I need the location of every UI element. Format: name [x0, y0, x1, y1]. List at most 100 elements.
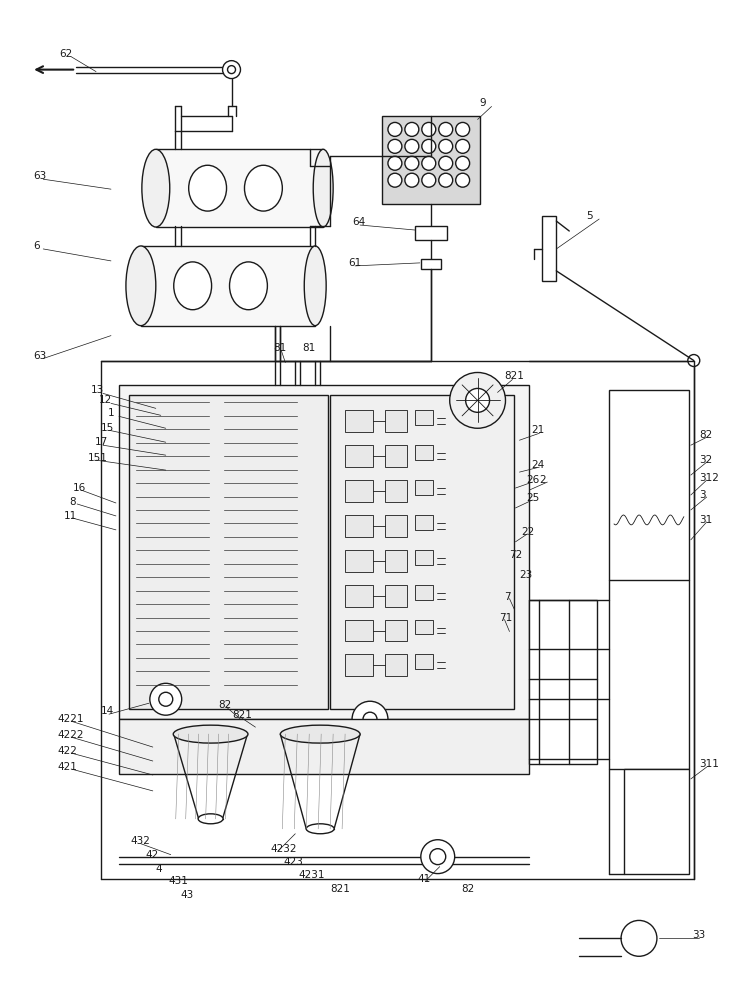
Text: 423: 423	[283, 857, 303, 867]
Circle shape	[388, 173, 402, 187]
Bar	[345, 654, 373, 676]
Text: 9: 9	[479, 98, 486, 108]
Circle shape	[388, 122, 402, 136]
Circle shape	[456, 139, 470, 153]
Bar	[382, 116, 479, 204]
Text: 6: 6	[33, 241, 40, 251]
Text: 13: 13	[91, 385, 105, 395]
Text: 72: 72	[510, 550, 522, 560]
Text: 81: 81	[273, 343, 286, 353]
Circle shape	[439, 156, 453, 170]
Text: 64: 64	[352, 217, 365, 227]
Bar	[385, 410, 407, 432]
Text: 422: 422	[57, 746, 77, 756]
Text: 311: 311	[699, 759, 719, 769]
Text: 151: 151	[88, 453, 108, 463]
Text: 821: 821	[232, 710, 252, 720]
Bar	[415, 620, 433, 634]
Text: 22: 22	[522, 527, 535, 537]
Circle shape	[405, 156, 418, 170]
Circle shape	[439, 122, 453, 136]
Bar	[415, 585, 433, 600]
Text: 8: 8	[69, 497, 76, 507]
Circle shape	[421, 139, 436, 153]
Ellipse shape	[304, 246, 326, 326]
Circle shape	[456, 122, 470, 136]
Bar	[345, 585, 373, 607]
Circle shape	[159, 692, 173, 706]
Text: 14: 14	[101, 706, 114, 716]
Circle shape	[352, 701, 388, 737]
Text: 61: 61	[348, 258, 361, 268]
Bar	[119, 719, 529, 774]
Text: 63: 63	[33, 351, 47, 361]
Text: 4232: 4232	[270, 844, 297, 854]
Ellipse shape	[174, 262, 211, 310]
Text: 31: 31	[699, 515, 712, 525]
Bar	[529, 600, 597, 764]
Bar	[385, 654, 407, 676]
Text: 71: 71	[499, 613, 513, 623]
Bar	[330, 395, 514, 709]
Text: 23: 23	[519, 570, 533, 580]
Circle shape	[388, 156, 402, 170]
Text: 32: 32	[699, 455, 712, 465]
Text: 431: 431	[168, 876, 188, 886]
Bar	[415, 550, 433, 565]
Bar	[385, 550, 407, 572]
Ellipse shape	[306, 824, 334, 834]
Text: 15: 15	[101, 423, 114, 433]
Text: 12: 12	[99, 395, 112, 405]
Ellipse shape	[173, 725, 248, 743]
Text: 821: 821	[505, 371, 525, 381]
Text: 82: 82	[462, 884, 475, 894]
Text: 421: 421	[57, 762, 77, 772]
Text: 25: 25	[526, 493, 539, 503]
Circle shape	[421, 840, 455, 874]
Bar	[415, 515, 433, 530]
Circle shape	[430, 849, 446, 865]
Circle shape	[388, 139, 402, 153]
Circle shape	[421, 122, 436, 136]
Text: 11: 11	[64, 511, 77, 521]
Circle shape	[405, 173, 418, 187]
Ellipse shape	[142, 149, 170, 227]
Bar	[345, 410, 373, 432]
Circle shape	[421, 156, 436, 170]
Circle shape	[405, 122, 418, 136]
Bar	[415, 410, 433, 425]
Circle shape	[421, 173, 436, 187]
Bar	[129, 395, 328, 709]
Bar	[141, 246, 315, 326]
Text: 4221: 4221	[57, 714, 84, 724]
Text: 42: 42	[146, 850, 159, 860]
Ellipse shape	[313, 149, 333, 227]
Circle shape	[223, 61, 240, 79]
Bar	[421, 259, 441, 269]
Circle shape	[405, 139, 418, 153]
Circle shape	[456, 156, 470, 170]
Circle shape	[466, 388, 490, 412]
Ellipse shape	[280, 725, 360, 743]
Ellipse shape	[126, 246, 156, 326]
Bar	[415, 480, 433, 495]
Text: 17: 17	[95, 437, 108, 447]
Bar	[542, 216, 556, 281]
Text: 4231: 4231	[298, 870, 325, 880]
Text: 82: 82	[699, 430, 712, 440]
Ellipse shape	[229, 262, 267, 310]
Text: 63: 63	[33, 171, 47, 181]
Circle shape	[150, 683, 182, 715]
Circle shape	[621, 920, 657, 956]
Bar	[345, 445, 373, 467]
Text: 16: 16	[73, 483, 86, 493]
Circle shape	[456, 173, 470, 187]
Bar	[415, 226, 447, 240]
Bar	[156, 149, 324, 227]
Circle shape	[439, 139, 453, 153]
Text: 7: 7	[505, 592, 511, 602]
Circle shape	[450, 372, 505, 428]
Text: 3: 3	[699, 490, 706, 500]
Text: 4222: 4222	[57, 730, 84, 740]
Bar	[609, 390, 689, 769]
